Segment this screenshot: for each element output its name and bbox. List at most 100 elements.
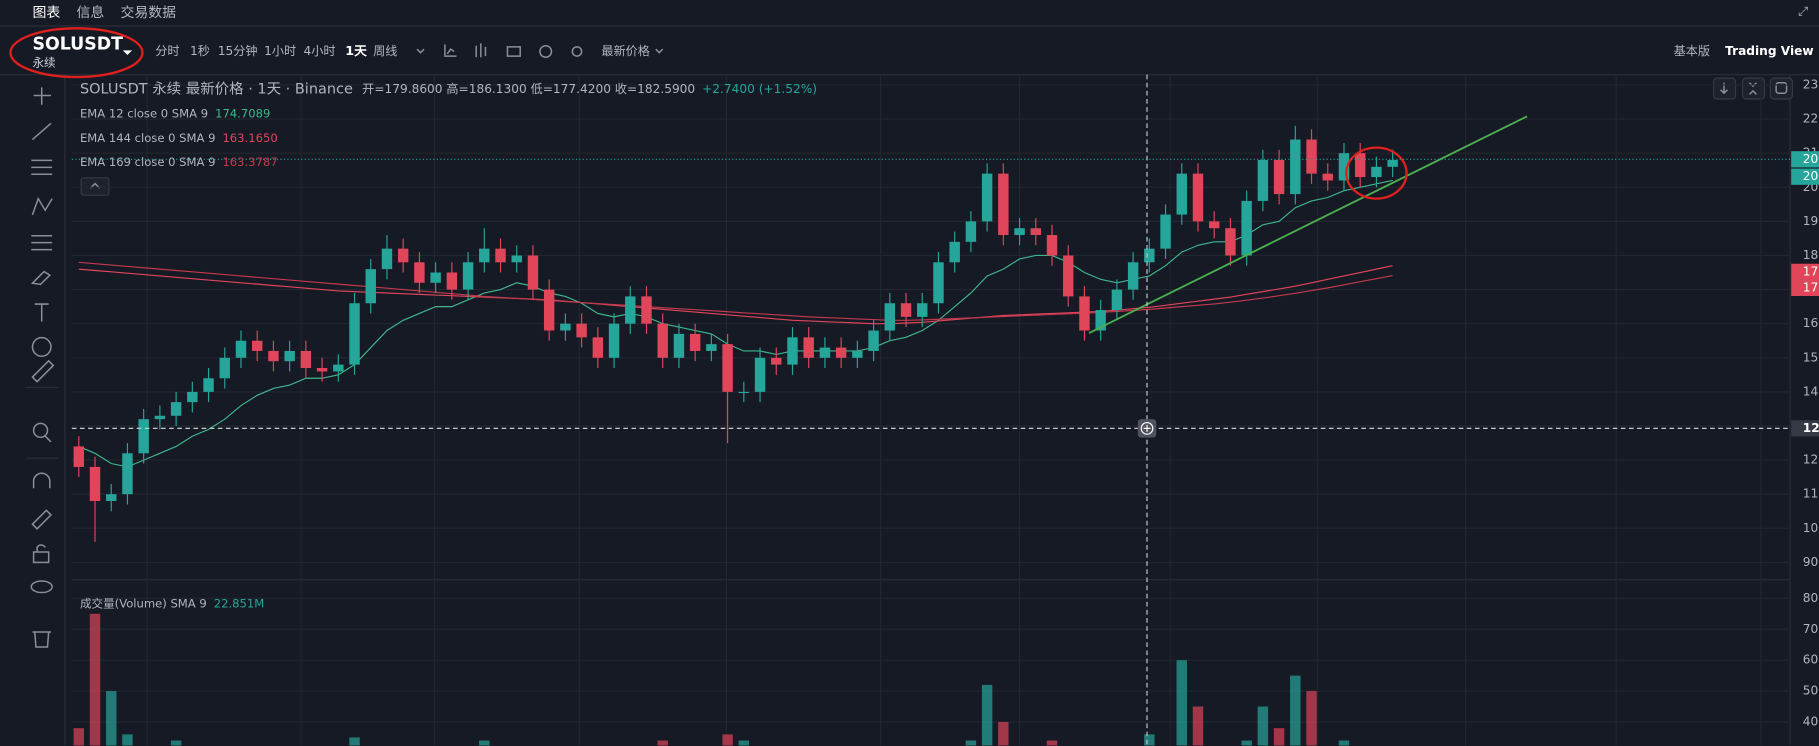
candle-body [511,255,522,263]
volume-tick-label: 50 [1803,684,1818,698]
y-tick-label: 23 [1803,77,1818,91]
collapse-button[interactable] [80,177,110,196]
candle-body [949,241,960,263]
y-tick-label: 19 [1803,214,1818,228]
indicator-value: 163.3787 [222,155,277,169]
tab[interactable]: 交易数据 [120,4,176,21]
view[interactable]: Trading View [1725,44,1813,58]
interval[interactable]: 1秒 [190,44,210,58]
candle-body [1306,139,1317,174]
volume-bar [981,684,993,746]
tab[interactable]: 信息 [76,4,104,21]
candle-body [1192,173,1204,222]
crosshair-plus[interactable] [1143,424,1151,432]
interval[interactable]: 4小时 [304,44,336,58]
candle-body [1079,296,1090,331]
expand-icon[interactable]: ⤢ [1798,5,1808,20]
price-label-box [1791,151,1819,168]
volume-bar [1338,740,1350,746]
candle-body [349,303,360,365]
candle-body [479,248,490,263]
volume-bar [1144,734,1155,746]
candle-body [884,303,896,331]
candle-body [706,344,717,351]
candle-body [527,255,539,290]
interval[interactable]: 15分钟 [218,43,258,58]
candle-body [1387,159,1398,167]
volume-bar [479,740,490,746]
price-label-box [1791,263,1819,280]
candle-body [333,364,344,372]
candle-body [1030,228,1042,236]
candle-body [1290,139,1301,195]
indicator-name: EMA 144 close 0 SMA 9 [80,131,216,145]
interval[interactable]: 周线 [373,44,397,58]
chart-buttons[interactable] [1712,77,1793,100]
indicator-line [78,265,1393,325]
candle-body [219,357,230,379]
candle-body [381,248,393,270]
indicator-name: EMA 169 close 0 SMA 9 [80,155,216,169]
price-label: 17 [1803,280,1818,294]
candle-body [819,347,831,358]
candle-body [738,391,750,394]
interval[interactable]: 分时 [155,44,179,58]
tab[interactable]: 图表 [32,5,60,21]
candle-body [657,323,668,358]
volume-bar [170,740,182,746]
symbol-name[interactable]: SOLUSDT [32,35,123,55]
candle-body [852,350,863,358]
volume-bar [73,728,84,746]
volume-pane [73,613,1350,746]
candle-body [1257,159,1269,201]
drawing-tools[interactable] [30,87,55,648]
candle-body [998,173,1009,236]
candle-body [251,340,263,351]
candle-body [154,415,166,420]
symbol-contract: 永续 [32,56,56,70]
candle-body [965,221,977,242]
candle-body [1208,221,1220,229]
candle-body [722,344,733,392]
crosshair-plus[interactable] [1140,422,1154,435]
candle-body [787,337,798,365]
price-type[interactable]: 最新价格 [601,43,650,58]
candle-body [89,466,101,502]
candle-body [122,453,133,495]
interval[interactable]: 1天 [345,44,367,59]
candle-body [316,368,328,372]
collapse-icon[interactable] [89,182,101,189]
volume-bar [1176,660,1187,746]
symbol-dropdown[interactable] [122,50,133,55]
candle-body [917,303,928,317]
candle-body [187,391,198,403]
candle-body [1354,153,1366,178]
candle-body [365,269,376,304]
candle-body [754,357,766,392]
candle-body [1111,289,1123,311]
y-tick-label: 11 [1803,487,1818,501]
candle-body [446,272,458,290]
candle-body [1225,228,1236,256]
candle-body [430,272,441,283]
crosshair-label-box [1791,420,1819,437]
price-label-box [1791,279,1819,296]
highlight-circle [9,27,144,79]
volume-bar [1290,675,1301,746]
toolbar-icons[interactable] [416,43,664,59]
candle-body [981,173,993,222]
y-tick-label: 10 [1803,521,1818,535]
candle-body [170,402,182,416]
candle-body [608,323,620,358]
volume-bar [1192,706,1204,746]
candle-body [641,296,652,324]
candle-body [771,357,782,365]
view[interactable]: 基本版 [1674,44,1710,58]
candle-body [1176,173,1187,215]
interval[interactable]: 1小时 [264,44,296,58]
candle-body [235,340,247,358]
candle-body [1160,214,1171,249]
candle-body [625,296,636,324]
